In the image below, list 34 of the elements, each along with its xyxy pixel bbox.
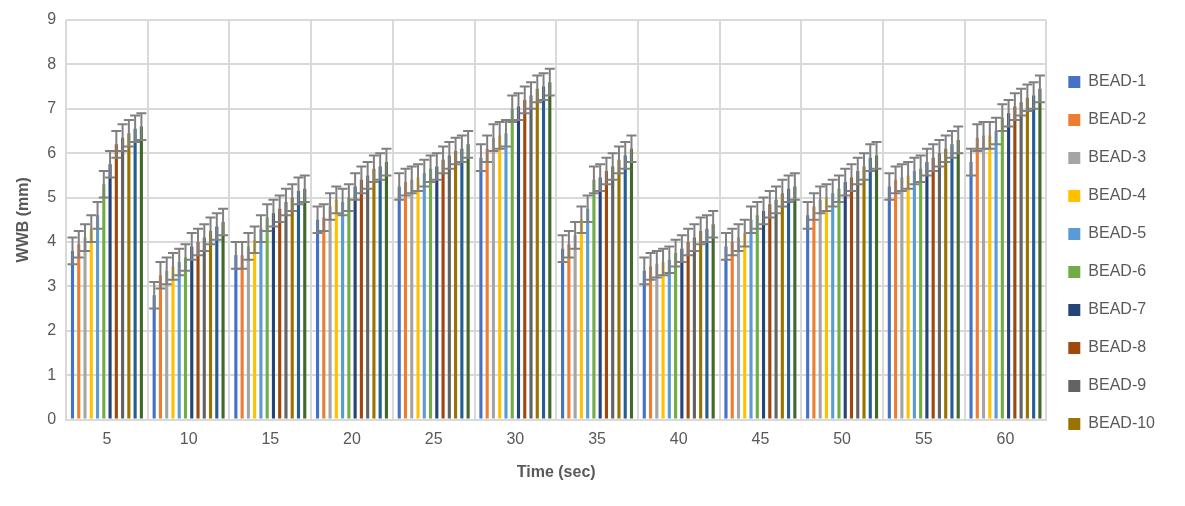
x-tick-label: 35 — [588, 429, 607, 447]
y-tick-label: 1 — [47, 365, 57, 383]
x-tick-label: 60 — [996, 429, 1015, 447]
x-tick-label: 5 — [102, 429, 112, 447]
x-tick-label: 15 — [261, 429, 280, 447]
y-tick-label: 9 — [47, 10, 57, 28]
y-tick-label: 8 — [47, 54, 57, 72]
y-axis-title: WWB (mm) — [14, 177, 32, 263]
x-tick-label: 40 — [669, 429, 688, 447]
y-tick-label: 7 — [47, 99, 57, 117]
x-axis-title: Time (sec) — [516, 462, 596, 480]
legend-label: BEAD-6 — [1088, 262, 1147, 280]
legend-label: BEAD-5 — [1088, 224, 1147, 242]
x-tick-label: 55 — [914, 429, 933, 447]
y-tick-label: 4 — [47, 232, 57, 250]
y-tick-label: 0 — [47, 410, 57, 428]
legend-label: BEAD-2 — [1088, 110, 1147, 128]
legend-label: BEAD-9 — [1088, 376, 1147, 394]
legend-label: BEAD-8 — [1088, 338, 1147, 356]
legend-label: BEAD-4 — [1088, 186, 1147, 204]
x-tick-label: 10 — [179, 429, 198, 447]
y-tick-label: 2 — [47, 321, 57, 339]
x-tick-label: 45 — [751, 429, 770, 447]
legend-label: BEAD-3 — [1088, 148, 1147, 166]
x-tick-label: 20 — [343, 429, 361, 447]
y-tick-label: 3 — [47, 276, 57, 294]
y-tick-label: 6 — [47, 143, 57, 161]
legend-label: BEAD-10 — [1088, 414, 1156, 432]
x-tick-label: 25 — [424, 429, 443, 447]
x-tick-label: 50 — [833, 429, 852, 447]
legend-label: BEAD-1 — [1088, 72, 1147, 90]
y-tick-label: 5 — [47, 188, 57, 206]
x-tick-label: 30 — [506, 429, 525, 447]
legend-label: BEAD-7 — [1088, 300, 1147, 318]
